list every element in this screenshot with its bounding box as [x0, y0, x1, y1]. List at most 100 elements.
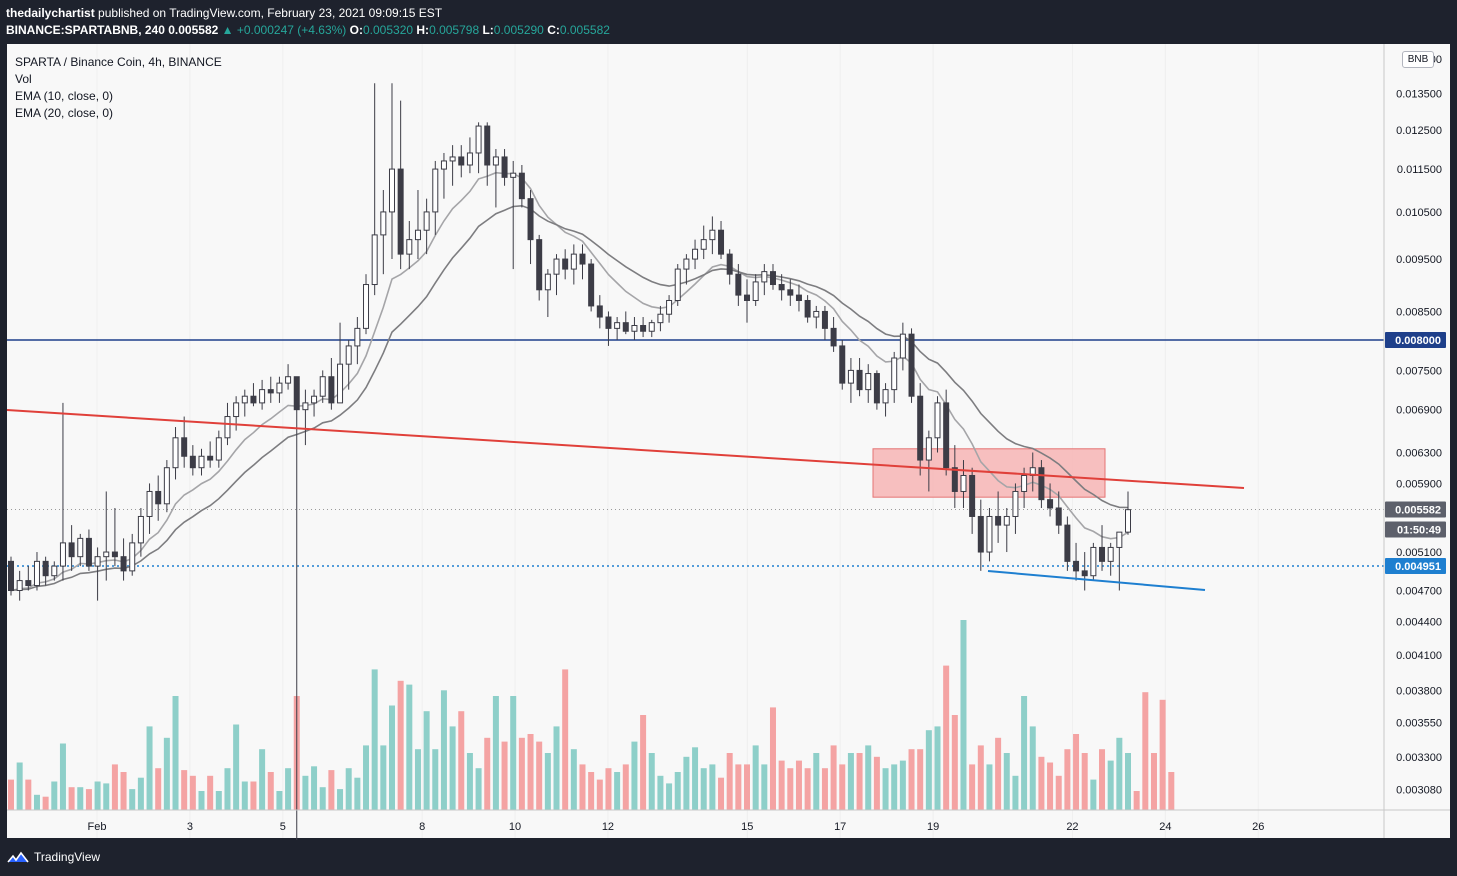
candle-body [345, 345, 352, 365]
candle [1012, 483, 1019, 534]
candle [181, 416, 188, 468]
zone-layer [872, 448, 1106, 498]
candle [943, 389, 950, 476]
low-label: L: [482, 23, 494, 37]
candle [311, 389, 318, 417]
volume-bar [414, 749, 421, 810]
volume-bar [839, 764, 846, 810]
volume-bar [865, 745, 872, 810]
legend-ema10[interactable]: EMA (10, close, 0) [15, 89, 114, 103]
candle-body [995, 515, 1002, 526]
candle-body [839, 345, 846, 384]
volume-bar [466, 753, 473, 810]
candle [198, 448, 205, 476]
candle [449, 145, 456, 186]
candle-body [579, 253, 586, 265]
volume-bar [319, 787, 326, 810]
candle [631, 317, 638, 340]
candle-body [1090, 546, 1097, 577]
ema20-line [10, 204, 1129, 592]
candle-body [813, 310, 820, 318]
volume-bar [726, 753, 733, 810]
high-value: 0.005798 [429, 23, 480, 37]
price-tick-label: 0.004400 [1396, 617, 1442, 629]
candle [414, 190, 421, 260]
candle-body [622, 322, 629, 332]
candle [1038, 460, 1045, 508]
volume-bar [129, 789, 136, 810]
symbol-interval: BINANCE:SPARTABNB, 240 [6, 23, 165, 37]
candle-body [648, 322, 655, 332]
candle [813, 305, 820, 329]
volume-bar [440, 690, 447, 810]
candle-body [25, 580, 32, 587]
candle [492, 149, 499, 208]
candle [397, 100, 404, 270]
tradingview-brand[interactable]: TradingView [34, 850, 101, 864]
candle [527, 190, 534, 265]
volume-bar [1125, 753, 1131, 810]
candle-body [951, 467, 958, 492]
currency-badge[interactable]: BNB [1402, 51, 1434, 68]
candle-body [718, 229, 725, 255]
author-name[interactable]: thedailychartist [6, 6, 95, 20]
candle [830, 317, 837, 352]
ema-lines [10, 171, 1129, 592]
volume-bar [544, 753, 551, 810]
volume-bar [640, 715, 647, 810]
time-tick-label: 19 [927, 821, 939, 833]
volume-bar [769, 707, 776, 810]
candle-body [198, 455, 205, 469]
candle-body [943, 402, 950, 469]
candle-body [588, 263, 595, 307]
candle [865, 364, 872, 403]
candle-body [700, 239, 707, 250]
candle [1064, 516, 1071, 571]
candle [510, 160, 517, 270]
candle-body [726, 253, 733, 275]
candle-body [484, 125, 491, 166]
volume-bar [285, 768, 292, 810]
legend-ema20[interactable]: EMA (20, close, 0) [15, 106, 114, 120]
candle [77, 533, 84, 567]
close-label: C: [547, 23, 560, 37]
candle-body [873, 373, 880, 404]
candle [657, 305, 664, 332]
volume-bar [596, 779, 603, 810]
candle [475, 122, 482, 174]
volume-bar [371, 669, 378, 810]
candle-body [709, 229, 716, 241]
candle-body [1012, 490, 1019, 517]
volume-bar [1081, 753, 1088, 810]
low-value: 0.005290 [493, 23, 544, 37]
candle-body [657, 313, 664, 324]
volume-bar [969, 764, 976, 810]
time-tick-label: 12 [602, 821, 614, 833]
volume-bar [388, 705, 395, 810]
candle-body [692, 248, 699, 260]
candle [1107, 542, 1114, 576]
candle-body [1021, 474, 1028, 492]
volume-bar [986, 764, 993, 810]
volume-bar [666, 783, 673, 810]
candle-body [891, 357, 898, 391]
legend-volume[interactable]: Vol [15, 72, 32, 86]
candle-body [224, 416, 231, 439]
candle-body [1055, 507, 1062, 526]
high-label: H: [416, 23, 430, 37]
candle [103, 491, 110, 581]
candle-body [614, 322, 621, 329]
tradingview-logo-icon[interactable] [7, 849, 29, 865]
volume-bar [735, 764, 742, 810]
volume-bar [16, 762, 23, 810]
candle [354, 317, 361, 365]
candle-body [518, 172, 525, 200]
candle [207, 441, 214, 468]
volume-bar [804, 768, 811, 810]
candle [250, 383, 257, 407]
chart-pane[interactable] [7, 44, 1450, 838]
legend-title[interactable]: SPARTA / Binance Coin, 4h, BINANCE [15, 55, 222, 69]
price-tick-label: 0.006900 [1396, 405, 1442, 417]
volume-bar [674, 772, 681, 810]
